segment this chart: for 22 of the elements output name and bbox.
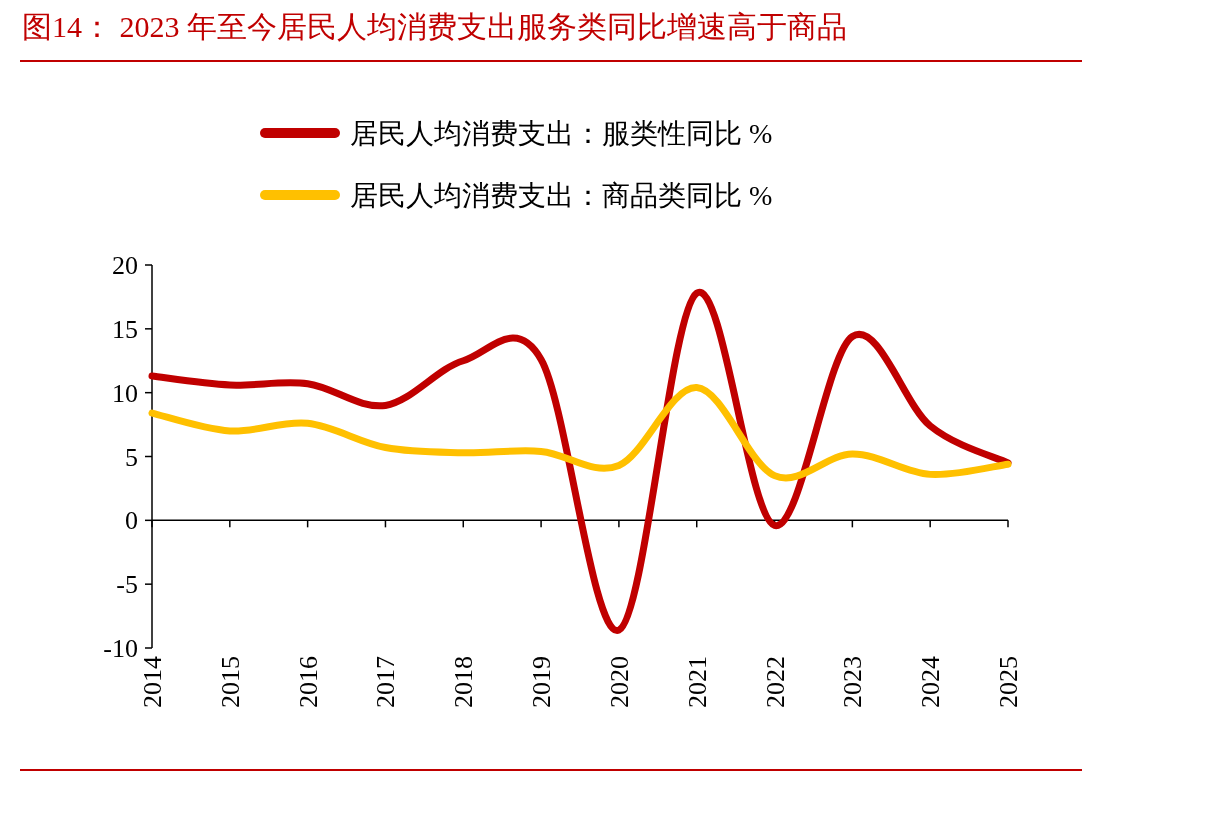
x-tick-label: 2014 <box>138 656 167 708</box>
x-tick-label: 2024 <box>916 656 946 708</box>
legend-label: 居民人均消费支出：商品类同比 % <box>350 180 773 211</box>
y-tick-label: 15 <box>112 314 138 344</box>
x-tick-label: 2021 <box>682 656 712 708</box>
legend-label: 居民人均消费支出：服类性同比 % <box>350 118 773 149</box>
x-tick-label: 2020 <box>604 656 634 708</box>
x-tick-label: 2018 <box>449 656 479 708</box>
y-tick-label: 20 <box>112 251 138 280</box>
title: 图14： 2023 年至今居民人均消费支出服务类同比增速高于商品 <box>22 10 847 43</box>
x-tick-label: 2023 <box>838 656 868 708</box>
y-tick-label: 10 <box>112 378 138 408</box>
x-tick-label: 2015 <box>215 656 245 708</box>
y-tick-label: 0 <box>125 506 138 536</box>
x-tick-label: 2019 <box>527 656 557 708</box>
y-tick-label: 5 <box>125 442 138 472</box>
x-tick-label: 2016 <box>293 656 323 708</box>
x-tick-label: 2017 <box>371 656 401 708</box>
x-tick-label: 2022 <box>760 656 790 708</box>
y-tick-label: -10 <box>103 634 138 663</box>
y-tick-label: -5 <box>116 570 138 600</box>
x-tick-label: 2025 <box>994 656 1023 708</box>
